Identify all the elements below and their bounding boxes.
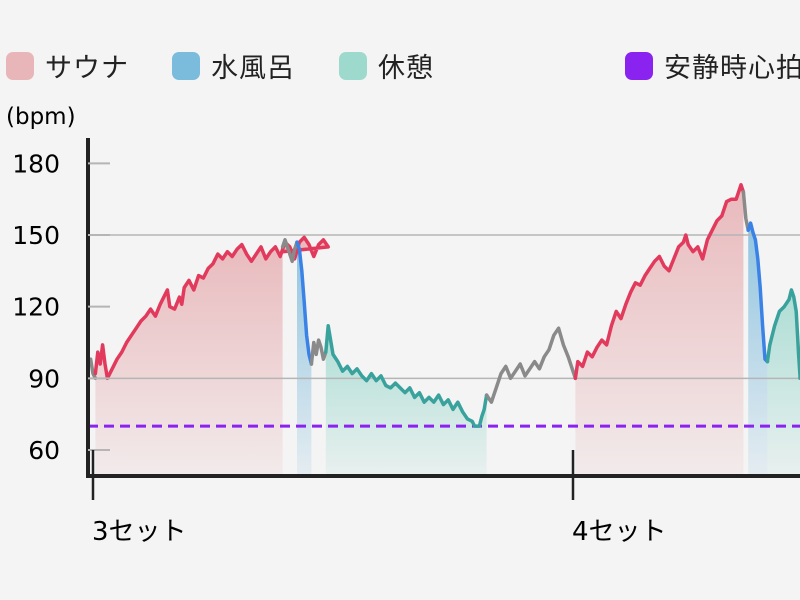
series-lines bbox=[88, 183, 800, 428]
legend-label: サウナ bbox=[45, 53, 129, 84]
legend-swatch-rest bbox=[339, 51, 367, 80]
sauna-area bbox=[575, 184, 744, 477]
y-tick-label-150: 150 bbox=[12, 221, 60, 250]
x-tick-label-0: 3セット bbox=[92, 517, 187, 547]
legend-swatch-cold-bath bbox=[172, 51, 200, 80]
rest-area bbox=[767, 289, 800, 476]
cold-line bbox=[295, 240, 314, 366]
sauna-line bbox=[93, 235, 330, 381]
rest-area bbox=[325, 325, 487, 476]
transition-line bbox=[484, 326, 578, 404]
phase-areas bbox=[95, 184, 800, 477]
gridlines bbox=[88, 234, 800, 428]
y-tick-label-90: 90 bbox=[28, 364, 60, 393]
transition-line bbox=[741, 190, 750, 232]
axes: 60 90 120 150 180 3セット 4セット bbox=[12, 138, 800, 547]
y-tick-label-60: 60 bbox=[28, 436, 60, 465]
legend-item-resting-heart-rate[interactable]: 安静時心拍 bbox=[625, 46, 800, 85]
cold-line bbox=[746, 221, 770, 364]
transition-line bbox=[88, 357, 98, 381]
sauna-line bbox=[573, 183, 746, 381]
cold-area bbox=[297, 242, 312, 476]
cold-area bbox=[748, 223, 768, 476]
y-tick-label-180: 180 bbox=[12, 149, 60, 178]
legend-label: 水風呂 bbox=[211, 53, 295, 84]
legend-label: 安静時心拍 bbox=[664, 53, 800, 84]
legend: サウナ 水風呂 休憩 安静時心拍 bbox=[0, 0, 800, 84]
transition-line bbox=[280, 238, 299, 264]
rest-line bbox=[765, 288, 800, 381]
legend-item-cold-bath[interactable]: 水風呂 bbox=[172, 46, 295, 85]
legend-swatch-sauna bbox=[6, 51, 34, 80]
rest-line bbox=[324, 324, 489, 428]
sauna-area bbox=[95, 237, 329, 476]
legend-item-sauna[interactable]: サウナ bbox=[6, 46, 129, 85]
legend-item-rest[interactable]: 休憩 bbox=[339, 46, 434, 85]
legend-label: 休憩 bbox=[378, 53, 434, 84]
transition-line bbox=[309, 338, 328, 366]
y-tick-label-120: 120 bbox=[12, 293, 60, 322]
y-axis-unit: (bpm) bbox=[6, 104, 76, 130]
legend-swatch-resting-heart-rate bbox=[625, 51, 653, 80]
x-tick-label-1: 4セット bbox=[572, 517, 667, 547]
